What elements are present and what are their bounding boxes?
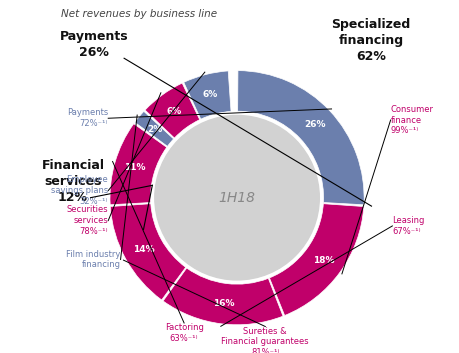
Text: 6%: 6% [166,107,181,116]
Text: Film industry
financing: Film industry financing [66,250,120,269]
Wedge shape [163,268,282,325]
Text: 2%: 2% [147,125,162,134]
Wedge shape [183,71,230,119]
Text: Payments
26%: Payments 26% [60,30,128,59]
Text: Securities
services
78%⁻¹⁾: Securities services 78%⁻¹⁾ [67,205,108,236]
Text: 1H18: 1H18 [218,191,255,205]
Text: Net revenues by business line: Net revenues by business line [61,9,216,19]
Circle shape [155,115,319,280]
Text: Financial
services
12%: Financial services 12% [41,159,104,204]
Wedge shape [145,83,199,138]
Wedge shape [134,111,173,146]
Text: Payments
72%⁻¹⁾: Payments 72%⁻¹⁾ [67,108,108,128]
Wedge shape [237,71,364,205]
Text: Factoring
63%⁻¹⁾: Factoring 63%⁻¹⁾ [164,323,203,343]
Text: Leasing
67%⁻¹⁾: Leasing 67%⁻¹⁾ [392,216,424,236]
Text: 11%: 11% [123,163,145,172]
Text: 6%: 6% [202,90,218,99]
Text: Consumer
finance
99%⁻¹⁾: Consumer finance 99%⁻¹⁾ [390,105,433,135]
Wedge shape [110,204,185,300]
Text: 26%: 26% [303,120,325,129]
Text: Employee
savings plans
32%⁻¹⁾: Employee savings plans 32%⁻¹⁾ [51,175,108,206]
Text: 18%: 18% [312,256,334,265]
Text: 14%: 14% [132,245,154,253]
Text: 16%: 16% [213,299,234,308]
Text: Specialized
financing
62%: Specialized financing 62% [331,18,410,63]
Text: Sureties &
Financial guarantees
81%⁻¹⁾: Sureties & Financial guarantees 81%⁻¹⁾ [221,327,308,353]
Wedge shape [110,124,166,205]
Wedge shape [269,204,363,316]
